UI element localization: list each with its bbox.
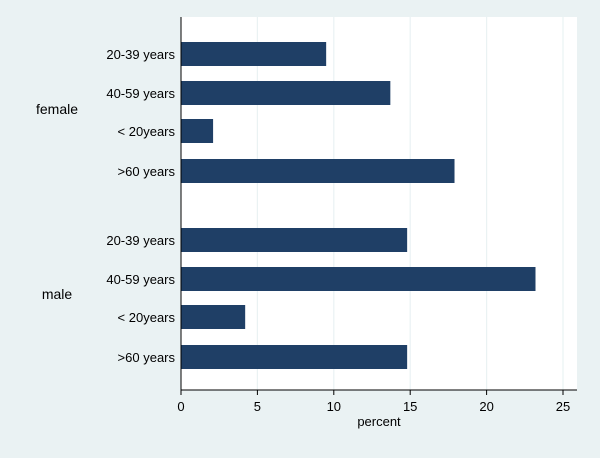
group-label: female: [36, 101, 78, 117]
category-label: 20-39 years: [106, 233, 175, 248]
category-label: 40-59 years: [106, 272, 175, 287]
bar: [181, 81, 391, 105]
plot-area: [181, 17, 577, 390]
group-label: male: [42, 286, 73, 302]
category-label: >60 years: [118, 164, 176, 179]
bar: [181, 305, 246, 329]
x-tick-label: 10: [327, 399, 341, 414]
bar: [181, 345, 408, 369]
category-label: 40-59 years: [106, 86, 175, 101]
gridlines: [256, 17, 564, 390]
bar: [181, 267, 536, 291]
x-axis-title: percent: [357, 414, 401, 429]
bar: [181, 159, 455, 183]
x-tick-label: 0: [177, 399, 184, 414]
category-label: >60 years: [118, 350, 176, 365]
x-tick-label: 20: [479, 399, 493, 414]
bars: [181, 42, 536, 369]
category-label: < 20years: [118, 124, 176, 139]
x-tick-label: 5: [254, 399, 261, 414]
category-labels: 20-39 years 40-59 years < 20years >60 years…: [106, 47, 175, 365]
bar: [181, 119, 214, 143]
x-tick-label: 15: [403, 399, 417, 414]
category-label: 20-39 years: [106, 47, 175, 62]
bar: [181, 42, 327, 66]
group-labels: female male: [36, 101, 78, 302]
category-label: < 20years: [118, 310, 176, 325]
x-axis: 0 5 10 15 20 25: [177, 17, 577, 414]
bar: [181, 228, 408, 252]
x-tick-label: 25: [556, 399, 570, 414]
